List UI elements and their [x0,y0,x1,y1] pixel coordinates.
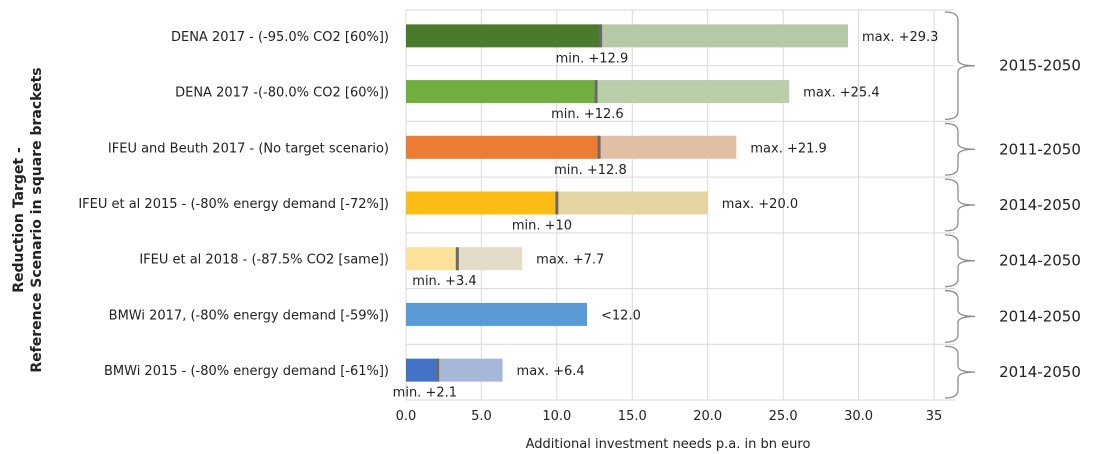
period-bracket [944,11,976,121]
period-bracket [944,234,976,288]
x-tick-label: 25.0 [769,409,798,424]
bar-min [406,24,601,48]
bar-min [406,191,557,215]
bar-max-range [596,80,790,104]
bar-max-range [437,358,503,382]
min-marker [599,24,603,48]
period-label: 2014-2050 [999,196,1081,214]
max-value-label: max. +21.9 [750,141,826,156]
category-labels: DENA 2017 - (-95.0% CO2 [60%]) DENA 2017 … [78,30,389,379]
period-bracket [944,289,976,343]
max-value-label: <12.0 [601,308,641,323]
period-brackets: 2015-2050 2011-2050 2014-2050 2014-2050 2014… [944,11,1081,399]
x-tick-label: 30.0 [844,409,873,424]
min-value-label: min. +12.9 [556,51,629,66]
min-value-label: min. +12.8 [554,163,627,178]
row-dividers [406,9,955,401]
x-tick-label: 15.0 [618,409,647,424]
bar-min [406,358,438,382]
category-label: DENA 2017 - (-95.0% CO2 [60%]) [171,30,389,45]
max-value-label: max. +25.4 [803,86,879,101]
category-label: BMWi 2015 - (-80% energy demand [-61%]) [104,364,389,379]
x-tick-label: 5.0 [471,409,492,424]
period-label: 2014-2050 [999,252,1081,270]
period-label: 2014-2050 [999,307,1081,325]
max-value-label: max. +6.4 [517,364,585,379]
bar-max-range [556,191,708,215]
bar-series [406,24,849,382]
y-axis-label: Reduction Target - Reference Scenario in… [11,67,45,372]
min-marker [597,135,601,159]
period-label: 2015-2050 [999,57,1081,75]
min-value-label: min. +3.4 [412,274,476,289]
bar-max [406,302,588,326]
x-tick-label: 35 [926,409,943,424]
max-value-label: max. +20.0 [722,197,798,212]
x-tick-label: 10.0 [542,409,571,424]
category-label: IFEU et al 2015 - (-80% energy demand [-… [78,197,389,212]
min-marker [555,191,559,215]
period-label: 2011-2050 [999,140,1081,158]
category-label: IFEU et al 2018 - (-87.5% CO2 [same]) [139,253,389,268]
bar-max-range [599,135,737,159]
x-tick-labels: 0.0 5.0 10.0 15.0 20.0 25.0 30.0 35 [396,409,943,424]
period-label: 2014-2050 [999,363,1081,381]
x-axis-label: Additional investment needs p.a. in bn e… [526,437,811,452]
period-bracket [944,122,976,176]
x-tick-label: 20.0 [693,409,722,424]
min-marker [594,80,598,104]
bar-min [406,135,600,159]
y-axis-label-line2: Reference Scenario in square brackets [29,67,45,372]
period-bracket [944,345,976,399]
bar-max-range [457,247,523,271]
y-axis-label-line1: Reduction Target - [11,147,27,293]
x-tick-label: 0.0 [396,409,417,424]
bar-min [406,247,458,271]
period-bracket [944,178,976,232]
category-label: DENA 2017 -(-80.0% CO2 [60%]) [175,86,389,101]
min-value-label: min. +12.6 [551,107,624,122]
category-label: BMWi 2017, (-80% energy demand [-59%]) [109,308,389,323]
max-value-label: max. +7.7 [536,253,604,268]
bar-max-range [600,24,849,48]
max-value-label: max. +29.3 [862,30,938,45]
min-marker [455,247,459,271]
category-label: IFEU and Beuth 2017 - (No target scenari… [108,141,389,156]
value-labels: min. +12.9 max. +29.3 min. +12.6 max. +25.4… [393,30,939,401]
min-value-label: min. +10 [512,219,572,234]
min-marker [436,358,440,382]
bar-min [406,80,597,104]
min-value-label: min. +2.1 [393,386,457,401]
